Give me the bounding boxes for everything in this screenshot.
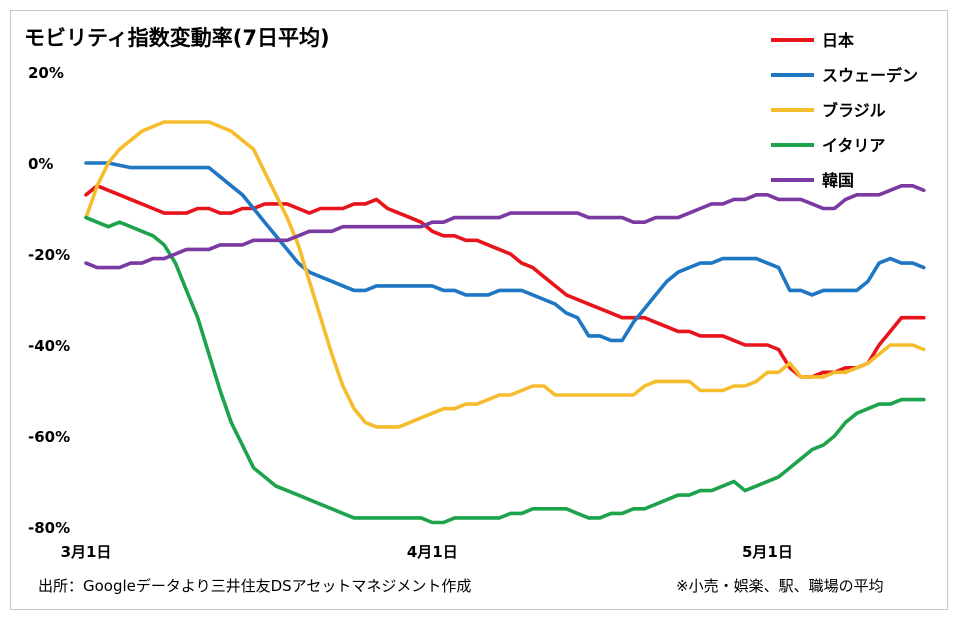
y-tick-label: 0% <box>28 155 53 173</box>
y-tick-label: -60% <box>28 428 70 446</box>
x-tick-label: 4月1日 <box>407 543 458 561</box>
chart-title: モビリティ指数変動率(7日平均) <box>24 26 330 50</box>
legend-label: スウェーデン <box>822 66 918 85</box>
series-line-3 <box>84 120 926 429</box>
series-lines <box>84 120 926 525</box>
x-tick-label: 5月1日 <box>742 543 793 561</box>
y-tick-label: -40% <box>28 337 70 355</box>
legend-label: 韓国 <box>822 171 854 190</box>
source-note: 出所：Googleデータより三井住友DSアセットマネジメント作成 <box>38 577 472 595</box>
y-tick-label: 20% <box>28 64 64 82</box>
series-line-4 <box>84 215 926 525</box>
x-tick-label: 3月1日 <box>61 543 112 561</box>
legend-label: 日本 <box>822 31 854 50</box>
y-tick-label: -20% <box>28 246 70 264</box>
series-line-2 <box>84 161 926 343</box>
series-line-5 <box>84 184 926 270</box>
y-axis: 20% 0% -20% -40% -60% -80% <box>28 64 70 537</box>
y-tick-label: -80% <box>28 519 70 537</box>
footnote: ※小売・娯楽、駅、職場の平均 <box>676 577 884 595</box>
series-line-1 <box>84 184 926 379</box>
legend-label: ブラジル <box>822 101 886 120</box>
x-axis: 3月1日 4月1日 5月1日 <box>61 543 793 561</box>
legend-label: イタリア <box>822 136 885 155</box>
